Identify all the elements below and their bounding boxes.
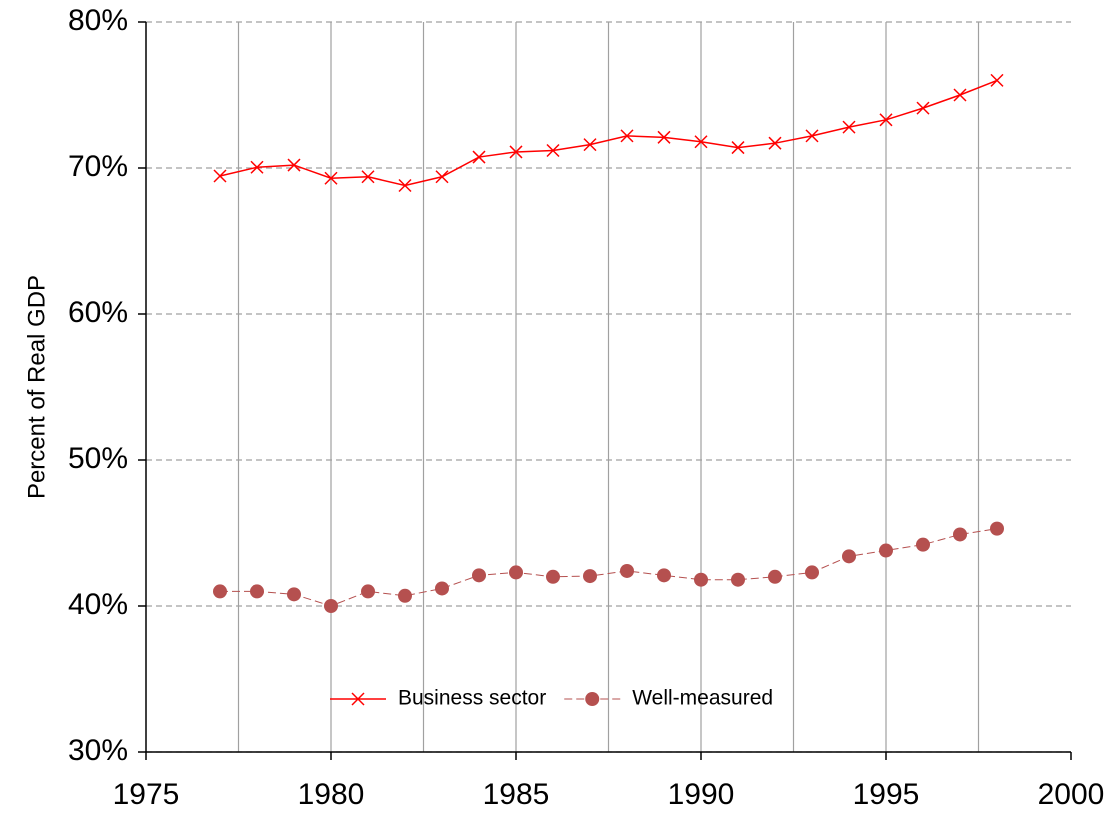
series-line: [219, 79, 998, 187]
data-point: [398, 178, 412, 193]
y-tick-label: 30%: [68, 734, 128, 767]
data-point: [657, 568, 671, 583]
x-tick-label: 1975: [113, 778, 180, 811]
data-point: [842, 120, 856, 134]
data-point: [916, 537, 930, 552]
data-point: [731, 572, 745, 587]
data-point: [213, 169, 227, 183]
data-point: [805, 129, 819, 143]
x-tick-label: 1985: [483, 778, 550, 811]
data-point: [583, 569, 597, 584]
data-point: [472, 568, 486, 583]
data-point: [620, 129, 634, 143]
legend-label: Business sector: [398, 687, 546, 710]
y-axis-title: Percent of Real GDP: [23, 275, 50, 499]
data-point: [250, 584, 264, 599]
legend-marker: [585, 692, 600, 706]
data-point: [953, 527, 967, 542]
x-tick-label: 2000: [1038, 778, 1105, 811]
data-point: [879, 113, 893, 127]
data-point: [768, 136, 782, 150]
y-tick-label: 70%: [68, 150, 128, 183]
data-point: [768, 569, 782, 584]
data-point: [916, 101, 930, 115]
data-point: [953, 88, 967, 102]
x-tick-label: 1995: [853, 778, 920, 811]
data-point: [990, 73, 1004, 87]
legend-marker: [351, 692, 365, 706]
data-point: [361, 170, 375, 184]
data-point: [805, 565, 819, 580]
data-point: [213, 584, 227, 599]
data-point: [287, 158, 301, 172]
legend-label: Well-measured: [632, 687, 773, 710]
data-point: [879, 543, 893, 558]
data-point: [546, 143, 560, 158]
data-point: [546, 569, 560, 584]
data-point: [287, 587, 301, 602]
x-tick-label: 1980: [298, 778, 365, 811]
y-tick-label: 40%: [68, 588, 128, 621]
data-point: [472, 150, 486, 164]
data-point: [250, 160, 264, 174]
data-point: [990, 521, 1004, 536]
data-point: [509, 565, 523, 580]
data-point: [324, 171, 338, 185]
data-point: [583, 138, 597, 152]
data-point: [620, 563, 634, 578]
data-point: [361, 584, 375, 599]
legend-item: Well-measured: [564, 687, 773, 710]
data-point: [509, 145, 523, 159]
data-point: [435, 170, 449, 184]
data-point: [324, 599, 338, 613]
y-tick-label: 80%: [68, 4, 128, 37]
data-point: [694, 572, 708, 587]
y-tick-label: 50%: [68, 442, 128, 475]
data-point: [731, 141, 745, 155]
data-point: [398, 588, 412, 603]
data-point: [842, 549, 856, 564]
data-point: [657, 130, 671, 144]
data-point: [435, 581, 449, 596]
data-point: [694, 135, 708, 149]
legend-item: Business sector: [330, 687, 546, 710]
y-tick-label: 60%: [68, 296, 128, 329]
x-tick-label: 1990: [668, 778, 735, 811]
series-line: [220, 528, 998, 607]
